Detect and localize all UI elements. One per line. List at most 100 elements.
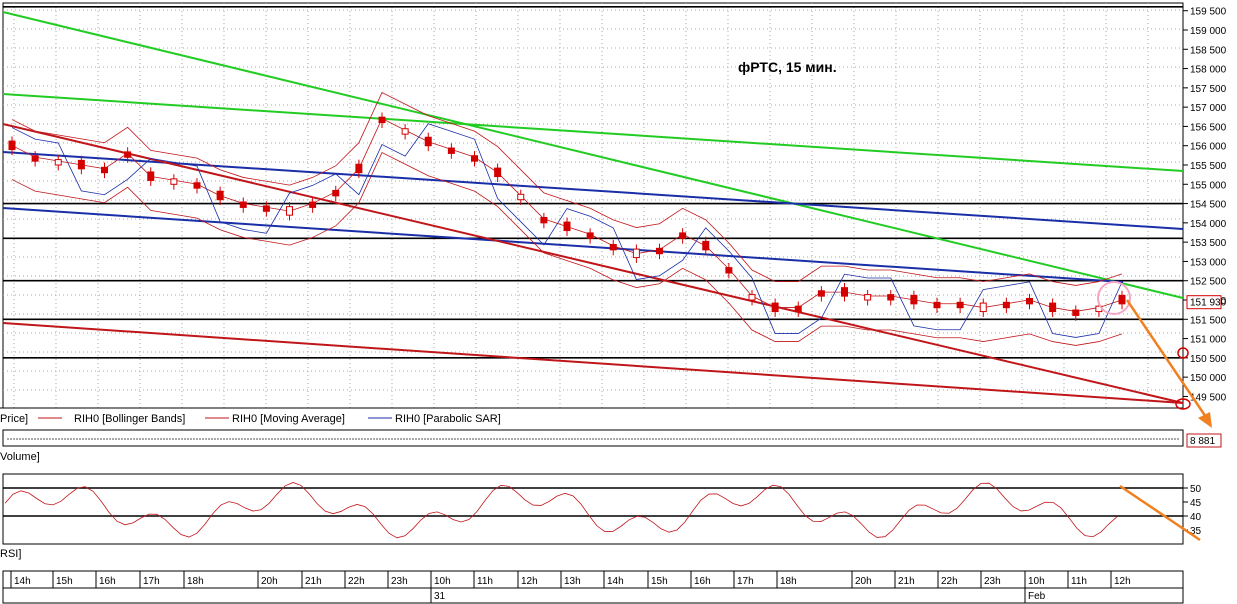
price-tick-label: 149 500 bbox=[1190, 392, 1227, 403]
hour-label: 10h bbox=[1028, 576, 1045, 587]
hour-label: 15h bbox=[56, 576, 73, 587]
rsi-tick-label: 35 bbox=[1190, 526, 1202, 537]
volume-pane bbox=[2, 429, 1184, 447]
trend-red-steep bbox=[2, 123, 1184, 404]
candle-body bbox=[864, 294, 872, 301]
candle-body bbox=[239, 201, 247, 208]
day-label: Feb bbox=[1028, 591, 1046, 602]
hour-label: 11h bbox=[477, 576, 493, 587]
bollinger-lower bbox=[11, 152, 1123, 346]
forecast-arrowhead-price bbox=[1198, 412, 1212, 428]
day-label: 31 bbox=[434, 591, 446, 602]
highlight-circle bbox=[1097, 281, 1131, 315]
price-tick-label: 150 500 bbox=[1190, 354, 1227, 365]
candle-body bbox=[656, 247, 663, 255]
rsi-axis: 50 45 40 35 bbox=[1183, 484, 1202, 537]
price-tick-label: 159 000 bbox=[1190, 26, 1227, 37]
hour-label: 18h bbox=[780, 576, 797, 587]
price-tick-label: 158 000 bbox=[1190, 65, 1227, 76]
candle-body bbox=[563, 221, 571, 232]
candle-body bbox=[494, 167, 502, 178]
hour-label: 21h bbox=[898, 576, 915, 587]
legend-sar: RIH0 [Parabolic SAR] bbox=[395, 413, 501, 425]
candle-body bbox=[401, 128, 409, 135]
hour-label: 17h bbox=[143, 576, 160, 587]
candle-body bbox=[124, 151, 132, 158]
hour-label: 17h bbox=[737, 576, 754, 587]
candle-body bbox=[702, 240, 710, 251]
candle-body bbox=[193, 182, 201, 189]
price-tick-label: 156 500 bbox=[1190, 122, 1227, 133]
annotations bbox=[1097, 281, 1212, 542]
horizontal-levels bbox=[3, 6, 1183, 359]
candle-body bbox=[817, 290, 825, 297]
candle-body bbox=[1026, 297, 1033, 305]
legend-bollinger: RIH0 [Bollinger Bands] bbox=[74, 413, 185, 425]
chart-title: фРТС, 15 мин. bbox=[738, 59, 837, 75]
price-tick-label: 157 500 bbox=[1190, 84, 1227, 95]
rsi-tick-label: 40 bbox=[1190, 512, 1202, 523]
trend-blue-lower bbox=[2, 207, 1124, 283]
candle-body bbox=[679, 232, 687, 239]
candle-body bbox=[1002, 301, 1010, 309]
time-axis bbox=[2, 570, 1184, 604]
hour-label: 16h bbox=[694, 576, 711, 587]
price-axis: 159 500 159 000 158 500 158 000 157 500 157 0… bbox=[1183, 7, 1227, 403]
candle-body bbox=[355, 163, 363, 174]
forecast-arrow-price bbox=[1125, 299, 1210, 421]
legend-ma: RIH0 [Moving Average] bbox=[232, 413, 345, 425]
price-tick-label: 154 500 bbox=[1190, 200, 1227, 211]
target-circle-lower bbox=[1175, 398, 1191, 410]
candle-body bbox=[54, 159, 62, 166]
candle-body bbox=[262, 205, 270, 212]
volume-value: 8 881 bbox=[1190, 436, 1215, 447]
price-tick-label: 156 000 bbox=[1190, 142, 1227, 153]
candle-body bbox=[979, 302, 987, 313]
candle-body bbox=[471, 155, 478, 162]
candle-body bbox=[609, 243, 617, 251]
candle-body bbox=[447, 147, 455, 154]
rsi-series bbox=[3, 482, 1183, 539]
price-tick-label: 151 000 bbox=[1190, 335, 1227, 346]
price-tick-label: 155 000 bbox=[1190, 180, 1227, 191]
candle-body bbox=[332, 189, 340, 197]
hour-label: 22h bbox=[941, 576, 958, 587]
candle-body bbox=[841, 287, 848, 297]
hour-label: 23h bbox=[391, 576, 408, 587]
rsi-tick-label: 45 bbox=[1190, 498, 1202, 509]
price-tick-label: 153 000 bbox=[1190, 257, 1227, 268]
rsi-tick-label: 50 bbox=[1190, 484, 1202, 495]
volume-bars bbox=[7, 438, 1179, 440]
price-tick-label: 150 000 bbox=[1190, 373, 1227, 384]
volume-label: Volume] bbox=[0, 451, 40, 463]
time-ticks: 14h 15h 16h 17h 18h 20h 21h 22h 23h 10h 11h 12h 13h 1… bbox=[10, 571, 1131, 603]
candle-body bbox=[794, 305, 802, 313]
candle-body bbox=[748, 294, 756, 301]
hour-label: 20h bbox=[261, 576, 278, 587]
candle-body bbox=[887, 294, 895, 301]
hour-label: 23h bbox=[984, 576, 1001, 587]
hour-label: 14h bbox=[607, 576, 624, 587]
price-tick-label: 159 500 bbox=[1190, 7, 1227, 18]
candle-body bbox=[309, 201, 317, 208]
target-circle-upper bbox=[1177, 347, 1189, 359]
candle-body bbox=[424, 136, 432, 147]
price-tick-label: 152 500 bbox=[1190, 277, 1227, 288]
candle-body bbox=[8, 140, 16, 151]
hour-label: 18h bbox=[187, 576, 204, 587]
legend-price: Price] bbox=[0, 413, 28, 425]
rsi-pane bbox=[2, 473, 1184, 545]
trend-blue-upper bbox=[2, 151, 1184, 230]
candle-body bbox=[216, 190, 224, 201]
hour-label: 12h bbox=[1114, 576, 1131, 587]
candle-body bbox=[31, 155, 39, 162]
candle-body bbox=[147, 171, 155, 181]
volume-value-box bbox=[1186, 433, 1222, 448]
candle-body bbox=[378, 116, 386, 124]
rsi-label: RSI] bbox=[0, 548, 21, 560]
candle-body bbox=[77, 159, 85, 170]
price-tick-label: 157 000 bbox=[1190, 103, 1227, 114]
candles bbox=[8, 112, 1126, 321]
bollinger-upper bbox=[11, 92, 1123, 286]
